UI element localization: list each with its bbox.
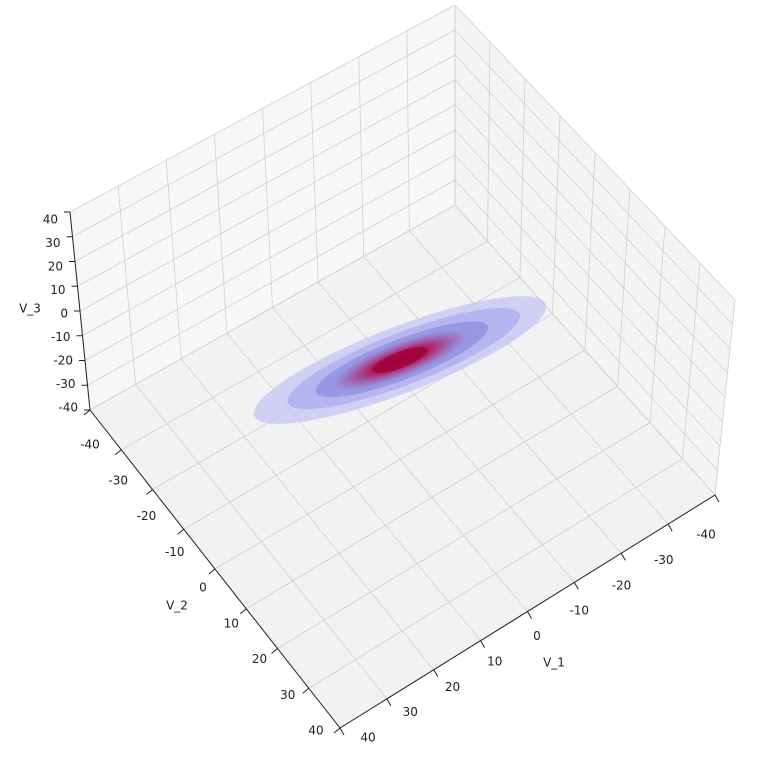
floor-pane [90, 205, 715, 728]
axes: -40 -30 -20 -10 0 10 20 30 40 -40 -30 -20 -10 0 10 20 30… [19, 211, 720, 745]
z-tick-label: 30 [45, 236, 60, 250]
y-tick [83, 409, 91, 416]
z-axis-label: V_3 [19, 302, 41, 316]
x-tick-label: 10 [487, 654, 502, 668]
grid-line [74, 54, 456, 262]
back-pane [70, 5, 455, 410]
grid-line [454, 79, 728, 374]
grid-line [77, 79, 456, 287]
x-tick [573, 582, 579, 590]
grid-line [308, 458, 683, 689]
y-tick-label: 0 [199, 581, 207, 595]
y-tick-label: -10 [165, 545, 185, 559]
grid-line [214, 349, 586, 570]
grid-line [454, 104, 726, 398]
x-tick-label: -20 [612, 578, 632, 592]
grid-line [72, 29, 456, 238]
z-tick-label: -20 [53, 354, 73, 368]
grid-line [454, 54, 731, 350]
x-tick-label: -10 [569, 604, 589, 618]
x-tick-label: -30 [654, 553, 674, 567]
side-pane [455, 5, 735, 495]
y-tick-label: -20 [137, 509, 157, 523]
y-tick [146, 489, 153, 495]
grid-line [277, 422, 651, 649]
y-tick [239, 608, 247, 615]
z-tick-label: 40 [43, 213, 58, 227]
x-tick-label: -40 [696, 528, 716, 542]
x-tick [433, 669, 439, 677]
grid-line [454, 154, 721, 447]
grid-line [87, 179, 456, 386]
y-axis-label: V_2 [166, 599, 188, 613]
grid-line [69, 4, 456, 213]
grid-line [79, 104, 456, 312]
z-tick-label: -30 [56, 377, 76, 391]
grid-line [454, 179, 718, 471]
x-tick-label: 40 [360, 731, 375, 745]
y-tick [333, 727, 341, 734]
y-tick-label: 10 [224, 616, 239, 630]
x-tick-label: 30 [403, 705, 418, 719]
x-tick [386, 698, 392, 707]
x-tick-label: 20 [445, 680, 460, 694]
y-tick-label: 40 [308, 724, 323, 738]
z-tick-label: 10 [50, 283, 65, 297]
x-tick [339, 727, 345, 736]
z-tick-label: 0 [60, 307, 68, 321]
y-tick [208, 568, 216, 575]
y-tick-label: 30 [280, 688, 295, 702]
grid-line [454, 4, 736, 301]
x-tick [667, 523, 673, 532]
x-tick [714, 494, 720, 503]
panes [69, 4, 736, 729]
y-tick [177, 528, 185, 535]
x-tick-label: 0 [533, 629, 541, 643]
z-tick-label: -10 [51, 330, 71, 344]
grid-line [82, 129, 456, 337]
y-tick [114, 449, 122, 456]
grid-line [84, 154, 456, 361]
z-tick-label: -40 [58, 401, 78, 415]
y-tick [302, 687, 310, 694]
x-tick [480, 640, 486, 648]
point-cloud-core [371, 346, 429, 374]
grid-line [454, 29, 733, 325]
x-axis-label: V_1 [543, 656, 565, 670]
y-tick-label: 20 [252, 652, 267, 666]
y-tick-label: -30 [108, 473, 128, 487]
grid-line [454, 204, 716, 496]
grid-line [246, 385, 618, 610]
y-tick [271, 648, 278, 654]
grid-line [89, 204, 456, 411]
x-tick [527, 611, 532, 619]
grid-line [121, 240, 488, 451]
density-cloud [253, 296, 547, 424]
x-tick [620, 553, 626, 561]
y-tick-label: -40 [80, 438, 100, 452]
grid-line [454, 129, 723, 423]
z-tick-label: 20 [48, 260, 63, 274]
